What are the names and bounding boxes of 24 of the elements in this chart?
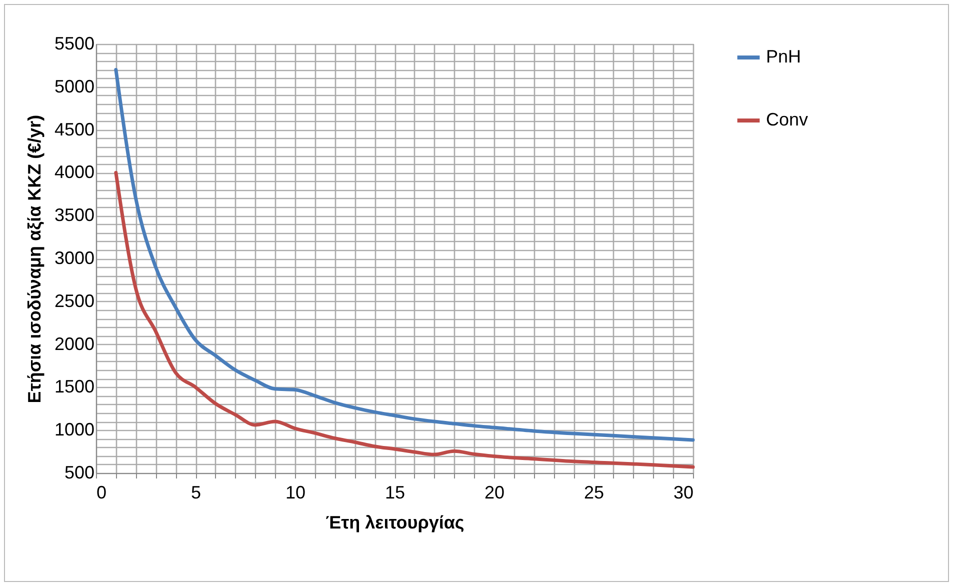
y-tick-label: 1500 [54,376,94,397]
x-tick-label: 10 [285,482,306,502]
x-tick-label: 0 [96,482,107,502]
x-tick-label: 30 [673,482,694,502]
x-tick-label: 5 [190,482,202,502]
y-tick-label: 4500 [54,119,94,140]
x-tick-label: 15 [384,482,406,502]
x-tick-label: 20 [484,482,505,502]
y-tick-label: 500 [64,462,94,482]
y-tick-label: 2000 [54,334,94,354]
legend-label: Conv [766,110,808,130]
y-tick-label: 2500 [54,290,94,311]
y-tick-label: 5500 [54,34,94,54]
line-series [114,170,695,469]
y-tick-label: 3500 [54,205,94,226]
legend-label: PnH [766,46,802,66]
y-tick-label: 4000 [54,162,94,182]
x-axis-title: Έτη λειτουργίας [326,512,464,532]
y-axis-title: Ετήσια ισοδύναμη αξία ΚΚΖ (€/yr) [24,114,44,404]
y-tick-label: 1000 [54,420,94,440]
line-series [114,68,695,442]
y-tick-label: 5000 [54,76,94,96]
y-tick-label: 3000 [54,248,94,268]
x-tick-label: 25 [584,482,604,502]
